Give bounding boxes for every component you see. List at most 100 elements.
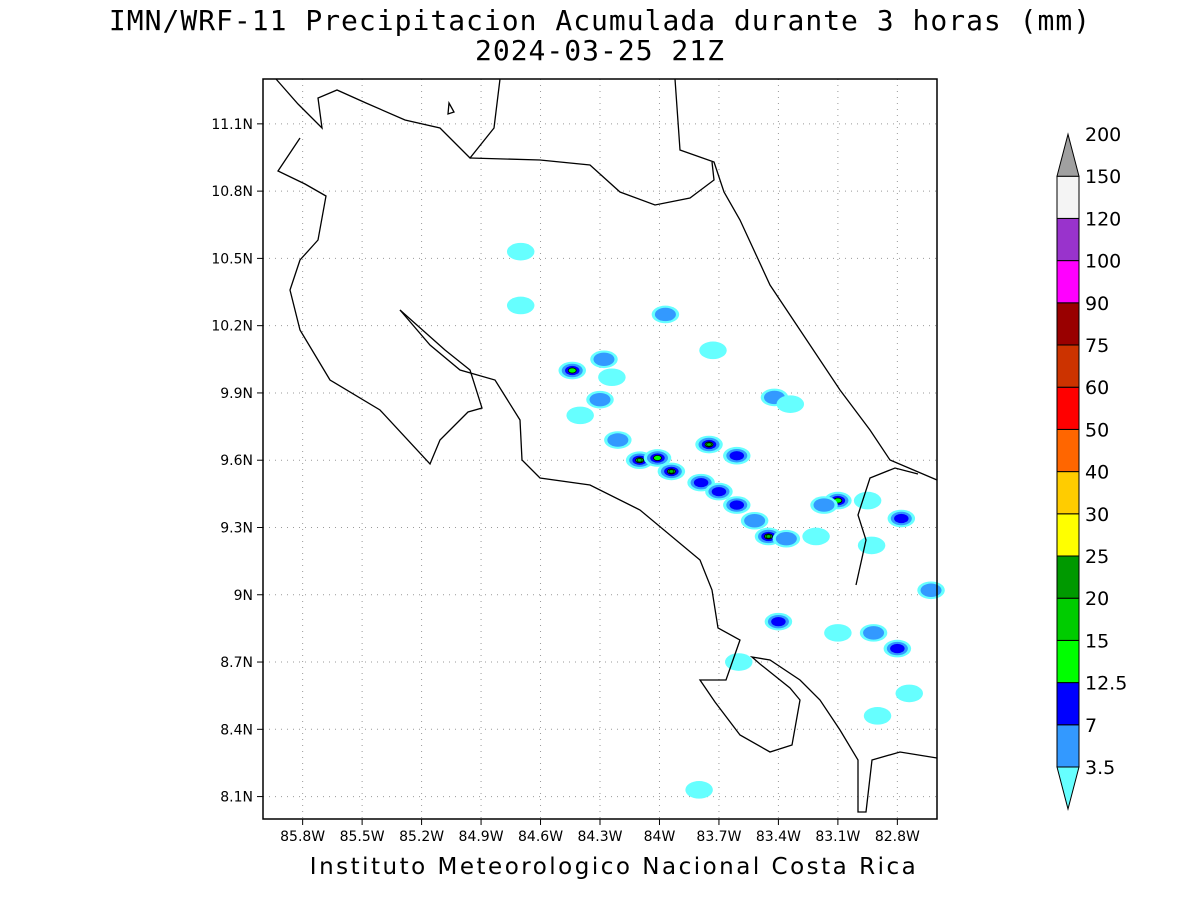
colorbar-segment	[1056, 513, 1080, 557]
lat-tick-label: 8.7N	[220, 655, 253, 671]
lat-tick-label: 9N	[234, 588, 253, 604]
colorbar-label: 75	[1085, 335, 1109, 357]
colorbar-segment	[1056, 597, 1080, 641]
precip-contour	[894, 513, 909, 524]
precip-contour	[775, 531, 797, 546]
lon-tick-label: 83.7W	[696, 829, 741, 845]
precipitation-shading	[506, 242, 945, 799]
precip-cell	[699, 341, 727, 360]
precip-contour	[668, 469, 675, 474]
colorbar-segment	[1056, 682, 1080, 726]
precip-cell	[651, 305, 680, 324]
lat-tick-label: 10.5N	[211, 251, 253, 267]
precip-contour	[699, 341, 727, 360]
precip-cell	[705, 482, 733, 501]
lon-tick-label: 84W	[644, 829, 676, 845]
colorbar-segment	[1056, 639, 1080, 684]
precip-cell	[764, 612, 793, 631]
colorbar-label: 25	[1085, 546, 1109, 568]
footer-credit: Instituto Meteorologico Nacional Costa R…	[309, 854, 919, 880]
colorbar-label: 100	[1085, 251, 1121, 273]
map-subtitle: 2024-03-25 21Z	[474, 34, 725, 67]
colorbar-segment	[1056, 175, 1080, 219]
precip-contour	[725, 653, 753, 671]
precip-cell	[566, 406, 594, 425]
precip-cell	[604, 431, 632, 449]
precip-contour	[863, 707, 892, 725]
colorbar-label: 50	[1085, 419, 1109, 441]
coastlines	[275, 78, 938, 813]
graticule-grid	[263, 79, 937, 819]
precip-contour	[802, 527, 830, 546]
precip-contour	[920, 583, 942, 597]
colorbar-segment	[1056, 132, 1080, 177]
precip-cell	[887, 509, 916, 528]
precip-contour	[890, 643, 905, 654]
panama-border	[855, 467, 919, 586]
lon-tick-label: 85.2W	[399, 829, 444, 845]
precip-contour	[824, 624, 852, 642]
caribbean-coast	[674, 78, 938, 481]
precip-cell	[917, 581, 945, 600]
lat-tick-label: 9.3N	[220, 520, 253, 536]
precip-contour	[729, 500, 745, 510]
precip-contour	[776, 395, 805, 413]
colorbar-label: 60	[1085, 377, 1109, 399]
precip-cell	[772, 529, 801, 548]
precip-cell	[506, 296, 535, 315]
precip-contour	[744, 514, 766, 528]
longitude-ticks: 85.8W 85.5W 85.2W 84.9W 84.6W 84.3W 84W 83.7W 83…	[280, 819, 920, 845]
colorbar-segment	[1056, 260, 1080, 304]
precip-contour	[589, 392, 611, 407]
precip-contour	[857, 536, 886, 555]
precip-cell	[859, 624, 888, 642]
precip-contour	[693, 477, 709, 488]
precip-contour	[607, 433, 629, 447]
precip-cell	[776, 395, 805, 413]
precip-cell	[643, 449, 672, 467]
precip-cell	[586, 390, 614, 409]
colorbar-label: 120	[1085, 208, 1121, 230]
colorbar-label: 200	[1085, 124, 1121, 146]
plot-area	[263, 79, 937, 819]
colorbar-segment	[1056, 724, 1080, 768]
colorbar: 3.5 7 12.5 15 20 25 30 40 50 60 75 90 100 120 150 200	[1056, 124, 1127, 811]
map-title: IMN/WRF-11 Precipitacion Acumulada duran…	[108, 4, 1092, 37]
precip-cell	[895, 684, 923, 703]
precip-cell	[883, 639, 912, 658]
lat-tick-label: 8.1N	[220, 790, 253, 806]
precip-contour	[765, 534, 772, 539]
precip-cell	[598, 368, 626, 387]
lon-tick-label: 85.5W	[340, 829, 385, 845]
precip-contour	[506, 296, 535, 315]
colorbar-segment	[1056, 217, 1080, 262]
colorbar-label: 20	[1085, 588, 1109, 610]
colorbar-segment	[1056, 555, 1080, 599]
colorbar-label: 15	[1085, 630, 1109, 652]
lat-tick-label: 10.2N	[211, 319, 253, 335]
precip-contour	[706, 442, 712, 447]
lon-tick-label: 83.4W	[756, 829, 801, 845]
lon-tick-label: 84.9W	[459, 829, 504, 845]
colorbar-segment	[1056, 344, 1080, 388]
colorbar-segment	[1056, 471, 1080, 515]
precip-contour	[653, 455, 662, 461]
colorbar-segment	[1056, 386, 1080, 430]
latitude-ticks: 11.1N 10.8N 10.5N 10.2N 9.9N 9.6N 9.3N 9N 8.7N 8.…	[211, 117, 263, 806]
precip-cell	[590, 350, 618, 369]
colorbar-label: 90	[1085, 293, 1109, 315]
precip-contour	[654, 307, 676, 322]
lat-tick-label: 11.1N	[211, 117, 253, 133]
precip-cell	[723, 496, 751, 514]
colorbar-label: 30	[1085, 504, 1109, 526]
island	[447, 100, 455, 115]
precip-contour	[506, 242, 535, 261]
lon-tick-label: 84.3W	[577, 829, 622, 845]
precip-contour	[598, 368, 626, 387]
precip-cell	[863, 707, 892, 725]
precip-contour	[863, 626, 885, 640]
colorbar-label: 3.5	[1085, 757, 1115, 779]
lat-tick-label: 9.6N	[220, 453, 253, 469]
precip-contour	[711, 486, 727, 497]
